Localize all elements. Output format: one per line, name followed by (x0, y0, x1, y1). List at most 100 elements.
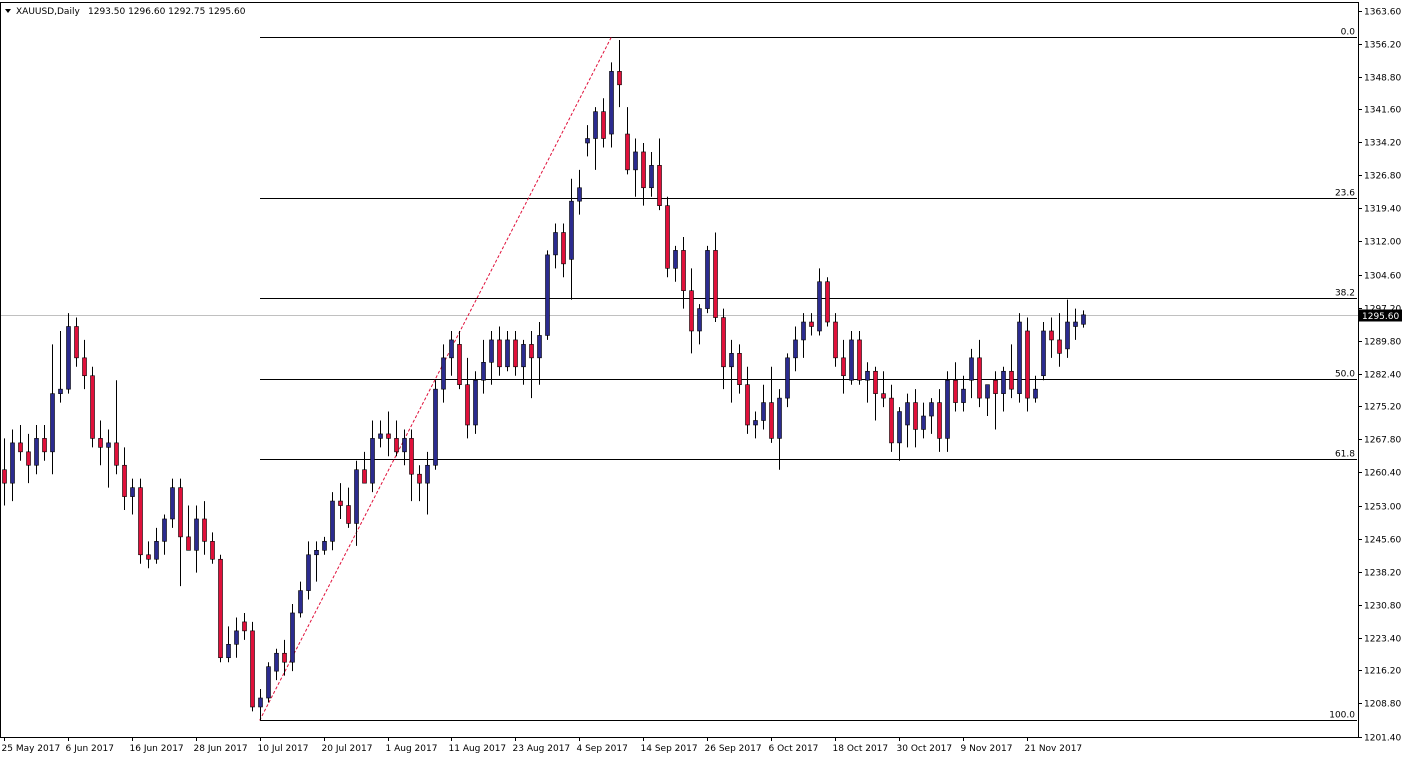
candle (809, 313, 814, 336)
bull-candle-body (130, 487, 135, 497)
bull-candle-body (897, 411, 902, 444)
candle (82, 339, 87, 390)
candle (937, 389, 942, 452)
bull-candle-body (905, 402, 910, 426)
bear-candle-body (2, 469, 7, 484)
candle (553, 223, 558, 269)
candle (2, 438, 7, 506)
candle (465, 357, 470, 439)
candle (721, 308, 726, 390)
fibonacci-retracement[interactable]: 0.0 23.6 38.2 50.0 61.8 100.0 (260, 28, 1357, 721)
bear-candle-body (769, 402, 774, 439)
bear-candle-body (1057, 339, 1062, 354)
bear-candle-body (993, 379, 998, 394)
x-tick-label: 16 Jun 2017 (130, 744, 184, 754)
bull-candle-body (633, 151, 638, 171)
bear-candle-body (937, 402, 942, 439)
bull-candle-body (290, 612, 295, 663)
bull-candle-body (50, 393, 55, 453)
candle (122, 447, 127, 511)
candle (1041, 322, 1046, 381)
y-tick-label: 1348.80 (1364, 74, 1401, 84)
y-tick-label: 1282.40 (1364, 371, 1401, 381)
candle (18, 424, 23, 461)
candle (114, 380, 119, 475)
bear-candle-body (18, 442, 23, 453)
symbol-label: XAUUSD,Daily (16, 7, 80, 17)
bull-candle-body (921, 415, 926, 430)
candle (633, 138, 638, 197)
price-marker-box (1359, 309, 1402, 322)
bear-candle-body (98, 438, 103, 448)
candle (425, 451, 430, 515)
bull-candle-body (705, 250, 710, 309)
candle (737, 344, 742, 394)
bull-candle-body (330, 500, 335, 542)
candle (857, 330, 862, 385)
y-tick-label: 1363.60 (1364, 8, 1401, 18)
candle (897, 407, 902, 461)
x-tick-label: 9 Nov 2017 (961, 744, 1013, 754)
bear-candle-body (90, 375, 95, 439)
bull-candle-body (226, 643, 231, 659)
candle (242, 612, 247, 640)
bull-candle-body (473, 379, 478, 426)
x-tick-label: 6 Oct 2017 (769, 744, 819, 754)
bear-candle-body (202, 518, 207, 542)
x-tick-label: 4 Sep 2017 (577, 744, 628, 754)
candle (865, 362, 870, 403)
x-tick-label: 14 Sep 2017 (641, 744, 698, 754)
y-tick-label: 1253.00 (1364, 503, 1401, 513)
collapse-triangle-icon[interactable] (5, 9, 11, 13)
candle (681, 236, 686, 309)
bear-candle-body (417, 473, 422, 484)
dashed-trend-line[interactable] (259, 37, 612, 721)
bear-candle-body (953, 379, 958, 403)
bull-candle-body (10, 442, 15, 484)
candle (985, 384, 990, 417)
fib-level-label: 0.0 (1341, 28, 1356, 38)
candle (154, 527, 159, 564)
bear-candle-body (833, 321, 838, 359)
candle (785, 353, 790, 408)
bull-candle-body (266, 666, 271, 699)
bear-candle-body (138, 487, 143, 556)
y-tick-label: 1275.20 (1364, 403, 1401, 413)
candle (314, 541, 319, 582)
bear-candle-body (873, 370, 878, 394)
bull-candle-body (34, 438, 39, 466)
bull-candle-body (441, 357, 446, 390)
x-tick-label: 25 May 2017 (2, 744, 61, 754)
bull-candle-body (817, 281, 822, 332)
bull-candle-body (761, 402, 766, 421)
candle (673, 245, 678, 282)
trend-line[interactable] (259, 37, 612, 721)
bull-candle-body (298, 590, 303, 614)
candle (202, 501, 207, 555)
bear-candle-body (26, 451, 31, 466)
y-tick-label: 1260.40 (1364, 469, 1401, 479)
candle (42, 424, 47, 461)
candle (10, 429, 15, 502)
candle (1081, 310, 1086, 328)
candle (306, 541, 311, 600)
price-marker: 1295.60 (1359, 309, 1402, 322)
candle (817, 268, 822, 336)
y-tick-label: 1312.00 (1364, 238, 1401, 248)
candle (945, 371, 950, 452)
bear-candle-body (881, 393, 886, 399)
candle (625, 107, 630, 175)
bull-candle-body (505, 339, 510, 368)
bull-candle-body (801, 321, 806, 341)
bull-candle-body (849, 339, 854, 381)
candle (322, 536, 327, 555)
candle (370, 420, 375, 493)
candle (1049, 317, 1054, 358)
candle (66, 313, 71, 394)
candle (777, 389, 782, 470)
y-tick-label: 1326.80 (1364, 172, 1401, 182)
bear-candle-body (809, 321, 814, 327)
